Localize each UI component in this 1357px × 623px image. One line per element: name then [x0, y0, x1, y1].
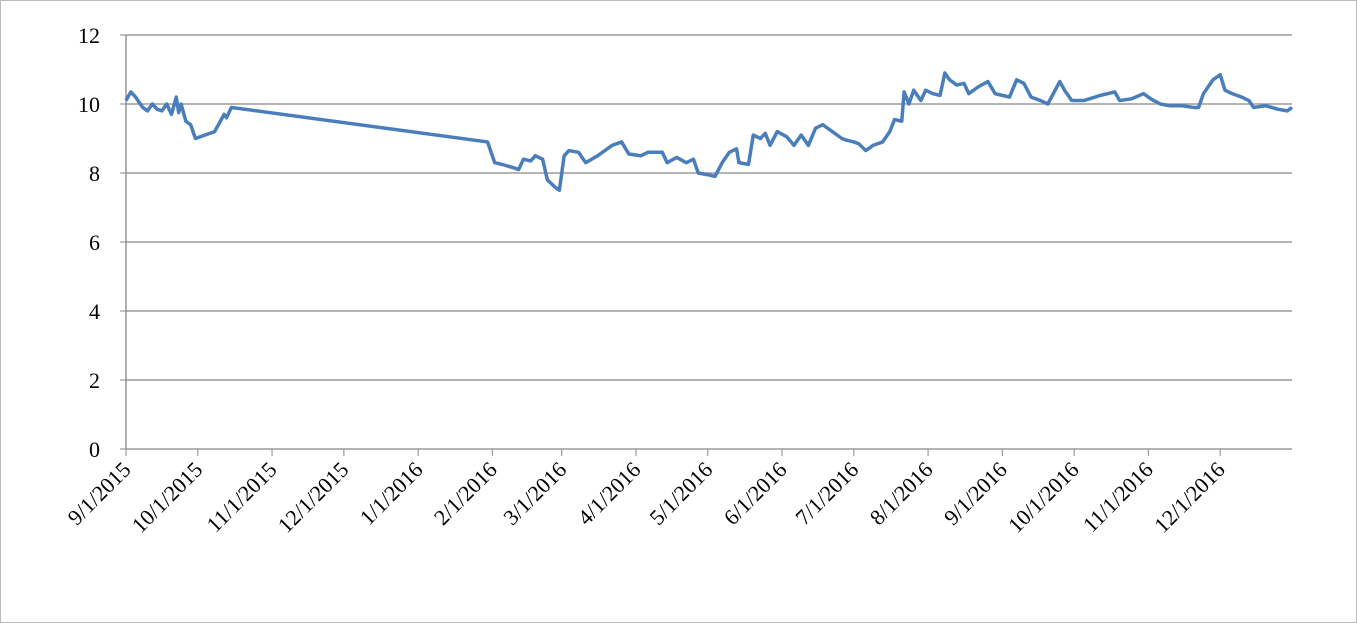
y-tick-label: 4 — [89, 299, 100, 324]
y-tick-label: 12 — [78, 23, 100, 48]
line-series — [124, 71, 1294, 192]
y-tick-label: 8 — [89, 161, 100, 186]
y-tick-label: 2 — [89, 368, 100, 393]
y-tick-label: 0 — [89, 437, 100, 462]
y-tick-label: 6 — [89, 230, 100, 255]
y-tick-label: 10 — [78, 92, 100, 117]
